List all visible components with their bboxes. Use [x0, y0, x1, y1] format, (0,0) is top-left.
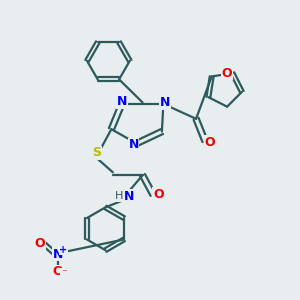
Text: O: O — [222, 67, 232, 80]
Text: O: O — [153, 188, 164, 201]
Text: N: N — [117, 95, 127, 108]
Text: N: N — [128, 138, 139, 152]
Text: O: O — [204, 136, 215, 149]
Text: ⁻: ⁻ — [61, 268, 67, 278]
Text: N: N — [160, 96, 170, 109]
Text: O: O — [35, 237, 45, 250]
Text: +: + — [59, 244, 67, 255]
Text: N: N — [123, 190, 134, 202]
Text: H: H — [115, 191, 123, 201]
Text: O: O — [52, 266, 63, 278]
Text: S: S — [92, 146, 101, 160]
Text: N: N — [53, 248, 63, 260]
